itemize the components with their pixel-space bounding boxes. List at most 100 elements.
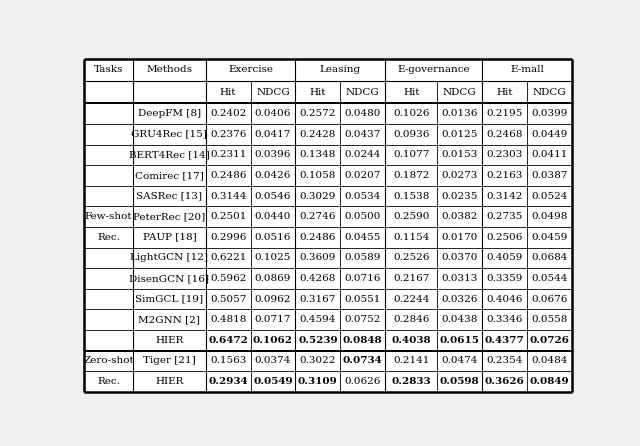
Text: 0.6221: 0.6221 [210,253,246,262]
Text: 0.2572: 0.2572 [300,109,336,118]
Text: 0.4268: 0.4268 [300,274,336,283]
Text: Exercise: Exercise [228,65,273,74]
Text: 0.0480: 0.0480 [344,109,381,118]
Text: 0.0717: 0.0717 [255,315,291,324]
Text: 0.0498: 0.0498 [531,212,568,221]
Text: 0.2195: 0.2195 [486,109,523,118]
Text: Comirec [17]: Comirec [17] [135,171,204,180]
Text: 0.0534: 0.0534 [344,191,381,201]
Text: 0.2402: 0.2402 [210,109,246,118]
Text: 0.0437: 0.0437 [344,130,381,139]
Text: 0.0326: 0.0326 [442,294,478,304]
Text: Few-shot: Few-shot [84,212,132,221]
Text: 0.0313: 0.0313 [442,274,478,283]
Text: 0.0438: 0.0438 [442,315,478,324]
Text: 0.1538: 0.1538 [393,191,429,201]
Text: 0.5057: 0.5057 [210,294,246,304]
Text: 0.1348: 0.1348 [300,150,336,159]
Text: Leasing: Leasing [320,65,361,74]
Text: 0.1563: 0.1563 [210,356,246,365]
Text: 0.0136: 0.0136 [442,109,478,118]
Text: BERT4Rec [14]: BERT4Rec [14] [129,150,210,159]
Text: 0.0455: 0.0455 [344,233,381,242]
Text: 0.0244: 0.0244 [344,150,381,159]
Text: 0.3609: 0.3609 [300,253,336,262]
Text: DeepFM [8]: DeepFM [8] [138,109,201,118]
Text: 0.0752: 0.0752 [344,315,381,324]
Text: 0.0125: 0.0125 [442,130,478,139]
Text: 0.3167: 0.3167 [300,294,336,304]
Text: 0.2590: 0.2590 [393,212,429,221]
Text: 0.0589: 0.0589 [344,253,381,262]
Text: 0.4038: 0.4038 [392,336,431,345]
Text: 0.0396: 0.0396 [255,150,291,159]
Text: Zero-shot: Zero-shot [83,356,134,365]
Text: 0.2376: 0.2376 [210,130,246,139]
Text: 0.3359: 0.3359 [486,274,523,283]
Text: 0.4594: 0.4594 [300,315,336,324]
Text: NDCG: NDCG [256,88,290,97]
Text: 0.2486: 0.2486 [300,233,336,242]
Text: 0.0459: 0.0459 [531,233,568,242]
Text: DisenGCN [16]: DisenGCN [16] [129,274,209,283]
Text: 0.0962: 0.0962 [255,294,291,304]
Text: Hit: Hit [220,88,236,97]
Text: 0.0440: 0.0440 [255,212,291,221]
Text: 0.0406: 0.0406 [255,109,291,118]
Text: 0.3144: 0.3144 [210,191,246,201]
Text: SimGCL [19]: SimGCL [19] [135,294,204,304]
Text: 0.0170: 0.0170 [442,233,478,242]
Text: 0.2506: 0.2506 [486,233,523,242]
Text: 0.1154: 0.1154 [393,233,429,242]
Text: 0.0734: 0.0734 [343,356,383,365]
Text: 0.0207: 0.0207 [344,171,381,180]
Text: 0.1026: 0.1026 [393,109,429,118]
Text: PAUP [18]: PAUP [18] [143,233,196,242]
Text: 0.5239: 0.5239 [298,336,338,345]
Text: 0.0544: 0.0544 [531,274,568,283]
Text: 0.4046: 0.4046 [486,294,523,304]
Text: 0.0598: 0.0598 [440,377,479,386]
Text: NDCG: NDCG [443,88,477,97]
Text: 0.3029: 0.3029 [300,191,336,201]
Text: LightGCN [12]: LightGCN [12] [131,253,209,262]
Text: 0.0273: 0.0273 [442,171,478,180]
Text: 0.0374: 0.0374 [255,356,291,365]
Text: 0.0524: 0.0524 [531,191,568,201]
Text: 0.2428: 0.2428 [300,130,336,139]
Text: 0.0484: 0.0484 [531,356,568,365]
Text: 0.3109: 0.3109 [298,377,338,386]
Text: SASRec [13]: SASRec [13] [136,191,202,201]
Text: 0.2486: 0.2486 [210,171,246,180]
Text: 0.0382: 0.0382 [442,212,478,221]
Text: Methods: Methods [147,65,193,74]
Text: Hit: Hit [403,88,420,97]
Text: M2GNN [2]: M2GNN [2] [138,315,200,324]
Text: E-governance: E-governance [397,65,470,74]
Text: 0.0849: 0.0849 [530,377,570,386]
Text: 0.2833: 0.2833 [392,377,431,386]
Text: GRU4Rec [15]: GRU4Rec [15] [131,130,207,139]
Text: 0.3022: 0.3022 [300,356,336,365]
Text: 0.0546: 0.0546 [255,191,291,201]
Text: 0.0549: 0.0549 [253,377,292,386]
Text: 0.0615: 0.0615 [440,336,480,345]
Text: 0.2311: 0.2311 [210,150,246,159]
Text: 0.0684: 0.0684 [531,253,568,262]
Text: 0.3626: 0.3626 [484,377,525,386]
Text: 0.3346: 0.3346 [486,315,523,324]
Text: E-mall: E-mall [510,65,544,74]
Text: Rec.: Rec. [97,233,120,242]
Text: 0.0417: 0.0417 [255,130,291,139]
Text: 0.4818: 0.4818 [210,315,246,324]
Text: HIER: HIER [156,377,184,386]
Text: 0.0426: 0.0426 [255,171,291,180]
Text: PeterRec [20]: PeterRec [20] [133,212,205,221]
Text: 0.0936: 0.0936 [393,130,429,139]
Text: 0.0551: 0.0551 [344,294,381,304]
Text: 0.4059: 0.4059 [486,253,523,262]
Text: 0.1058: 0.1058 [300,171,336,180]
Text: 0.2141: 0.2141 [393,356,429,365]
Text: 0.0399: 0.0399 [531,109,568,118]
Text: HIER: HIER [156,336,184,345]
